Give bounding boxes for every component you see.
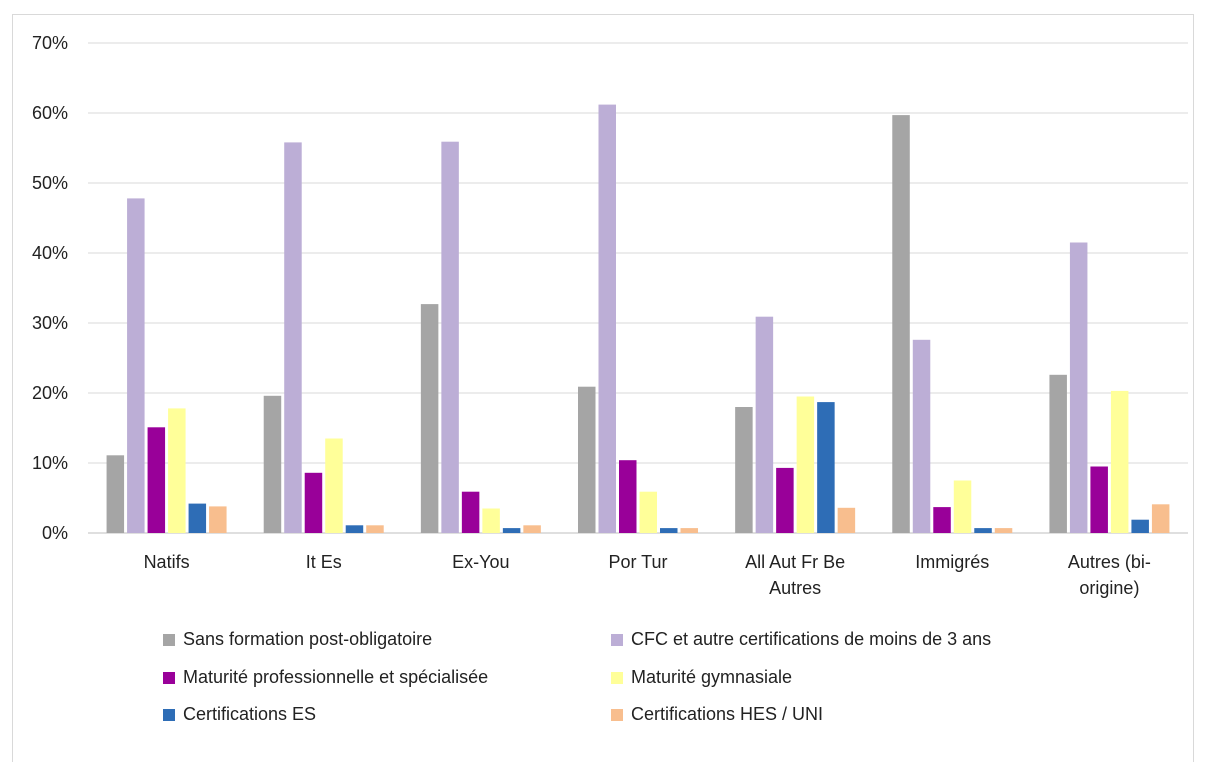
y-tick-label: 20% (32, 383, 68, 403)
bar (420, 304, 439, 533)
x-tick-label: Immigrés (915, 552, 989, 572)
x-tick-label: All Aut Fr Be (745, 552, 845, 572)
x-tick-label: Autres (769, 578, 821, 598)
y-tick-label: 0% (42, 523, 68, 543)
bar (639, 491, 657, 533)
x-tick-label: Ex-You (452, 552, 509, 572)
bar (1151, 504, 1170, 533)
x-tick-label: It Es (306, 552, 342, 572)
bar (523, 525, 541, 533)
bar (325, 438, 343, 533)
bar (892, 115, 910, 533)
bar (912, 339, 931, 533)
bar (502, 528, 521, 533)
x-tick-label: Por Tur (608, 552, 667, 572)
bar (1131, 519, 1149, 533)
bar (188, 503, 207, 533)
bar (1069, 242, 1088, 533)
y-tick-label: 50% (32, 173, 68, 193)
bar (127, 198, 145, 533)
bar (578, 386, 596, 533)
bar (441, 141, 459, 533)
bar (168, 408, 186, 533)
bar (461, 491, 480, 533)
x-tick-label: Natifs (144, 552, 190, 572)
bar (974, 528, 992, 533)
y-tick-label: 10% (32, 453, 68, 473)
bar (147, 427, 166, 533)
x-tick-label: origine) (1079, 578, 1139, 598)
bar (106, 455, 125, 533)
bar (735, 407, 753, 533)
bar (994, 528, 1013, 533)
bar (284, 142, 302, 533)
x-tick-label: Autres (bi- (1068, 552, 1151, 572)
bar (304, 472, 323, 533)
bar (953, 480, 972, 533)
bar (776, 467, 794, 533)
y-tick-label: 40% (32, 243, 68, 263)
bar (1090, 466, 1108, 533)
bar (619, 460, 637, 533)
bar (755, 316, 774, 533)
bar (209, 506, 227, 533)
y-tick-label: 30% (32, 313, 68, 333)
bar (660, 528, 678, 533)
bar (482, 508, 500, 533)
bar (1110, 390, 1129, 533)
bar (837, 507, 856, 533)
bar (263, 395, 282, 533)
bar (1049, 374, 1067, 533)
y-tick-label: 60% (32, 103, 68, 123)
bar (345, 525, 364, 533)
bar (796, 396, 815, 533)
bar (598, 104, 616, 533)
bar (817, 402, 835, 533)
bar (680, 528, 698, 533)
bar (933, 507, 951, 533)
bar (366, 525, 384, 533)
y-tick-label: 70% (32, 33, 68, 53)
